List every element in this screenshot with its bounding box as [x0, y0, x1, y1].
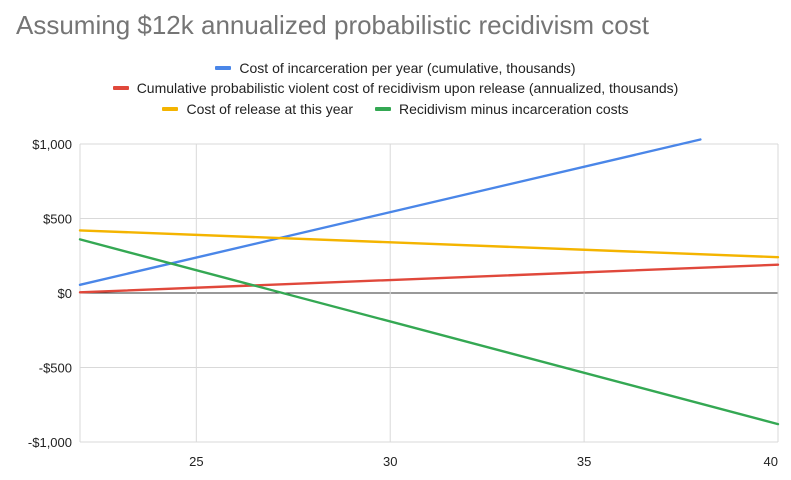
x-tick-label: 35: [577, 454, 591, 469]
legend-row-1: Cost of incarceration per year (cumulati…: [0, 60, 791, 76]
y-tick-label: $500: [43, 212, 72, 227]
legend-row-2: Cumulative probabilistic violent cost of…: [0, 80, 791, 96]
recidivism-cost-line[interactable]: [78, 263, 780, 294]
y-tick-label: -$1,000: [28, 435, 72, 450]
legend-swatch-recidivism: [112, 86, 129, 90]
legend-label-difference: Recidivism minus incarceration costs: [399, 101, 629, 117]
legend-item-recidivism[interactable]: Cumulative probabilistic violent cost of…: [112, 80, 679, 96]
legend-label-incarceration: Cost of incarceration per year (cumulati…: [239, 60, 576, 76]
legend-label-recidivism: Cumulative probabilistic violent cost of…: [136, 80, 679, 96]
legend-item-release[interactable]: Cost of release at this year: [162, 101, 353, 117]
legend-swatch-incarceration: [215, 66, 232, 70]
y-tick-label: $1,000: [32, 137, 72, 152]
y-tick-label: $0: [58, 286, 72, 301]
release-cost-line[interactable]: [78, 229, 780, 259]
gridlines: [79, 143, 779, 443]
x-tick-label: 30: [383, 454, 397, 469]
legend-swatch-difference: [375, 107, 391, 111]
series-lines: [78, 138, 780, 426]
legend-item-difference[interactable]: Recidivism minus incarceration costs: [375, 101, 629, 117]
axis-labels: $1,000 $500 $0 -$500 -$1,000 25 30 35 40: [28, 137, 778, 469]
incarceration-cost-line[interactable]: [78, 138, 702, 286]
x-tick-label: 25: [189, 454, 203, 469]
chart-title: Assuming $12k annualized probabilistic r…: [16, 10, 649, 40]
difference-line[interactable]: [78, 238, 780, 426]
legend-item-incarceration[interactable]: Cost of incarceration per year (cumulati…: [215, 60, 576, 76]
legend-row-3: Cost of release at this year Recidivism …: [0, 101, 791, 117]
legend-swatch-release: [162, 107, 179, 111]
x-tick-label: 40: [764, 454, 778, 469]
legend-label-release: Cost of release at this year: [186, 101, 353, 117]
y-tick-label: -$500: [39, 361, 72, 376]
